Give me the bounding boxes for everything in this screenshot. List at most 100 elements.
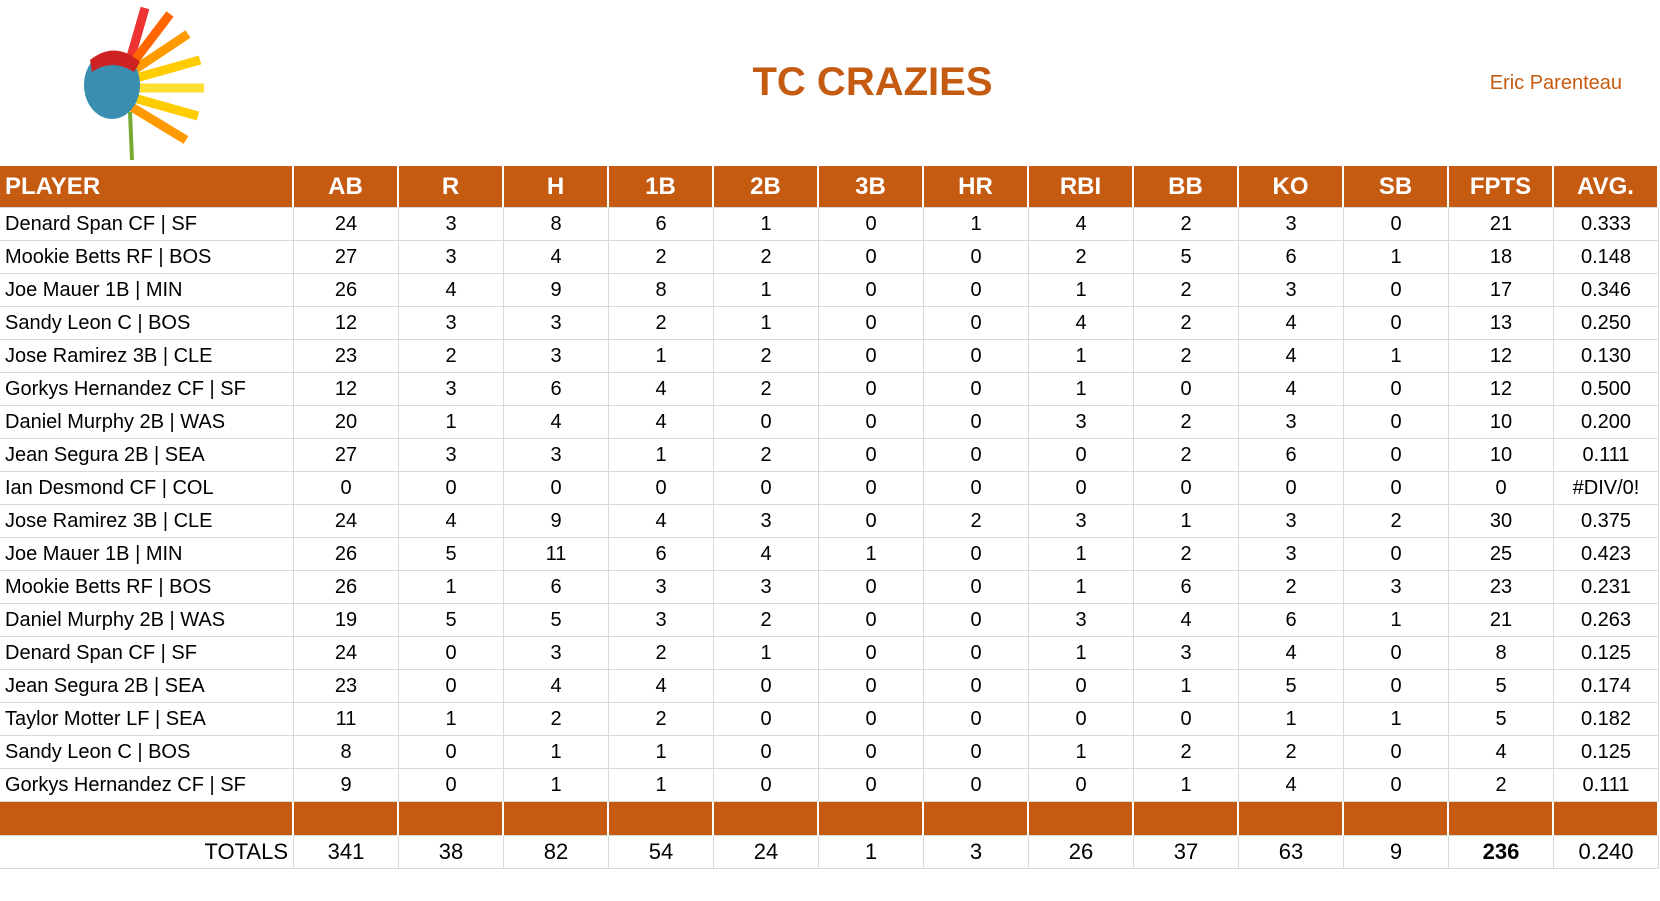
stat-cell: 0 bbox=[399, 637, 504, 670]
stat-cell: 1 bbox=[1344, 604, 1449, 637]
player-name: Denard Span CF | SF bbox=[0, 637, 294, 670]
stat-cell: 11 bbox=[294, 703, 399, 736]
total-cell: 9 bbox=[1344, 836, 1449, 869]
stat-cell: 0 bbox=[1134, 373, 1239, 406]
stat-cell: 2 bbox=[399, 340, 504, 373]
stat-cell: 0 bbox=[924, 670, 1029, 703]
stat-cell: 0 bbox=[1344, 472, 1449, 505]
total-cell: 0.240 bbox=[1554, 836, 1659, 869]
stat-cell: 8 bbox=[294, 736, 399, 769]
stat-cell: 0 bbox=[714, 406, 819, 439]
stat-cell: 2 bbox=[714, 241, 819, 274]
stat-cell: 0.130 bbox=[1554, 340, 1659, 373]
stat-cell: 8 bbox=[609, 274, 714, 307]
separator-band bbox=[714, 802, 819, 836]
stat-cell: 2 bbox=[1134, 208, 1239, 241]
stat-cell: 0.333 bbox=[1554, 208, 1659, 241]
stat-cell: 0 bbox=[399, 769, 504, 802]
total-cell: 38 bbox=[399, 836, 504, 869]
stat-cell: 2 bbox=[1449, 769, 1554, 802]
stat-cell: 0 bbox=[1029, 769, 1134, 802]
stat-cell: 2 bbox=[714, 604, 819, 637]
stat-cell: 4 bbox=[1449, 736, 1554, 769]
stat-cell: 0 bbox=[819, 274, 924, 307]
stat-cell: 0 bbox=[819, 670, 924, 703]
stat-cell: 0 bbox=[819, 505, 924, 538]
stat-cell: 0 bbox=[1344, 439, 1449, 472]
stat-cell: 2 bbox=[714, 373, 819, 406]
stat-cell: 0 bbox=[819, 736, 924, 769]
stat-cell: 1 bbox=[1344, 703, 1449, 736]
column-header: R bbox=[399, 166, 504, 208]
stat-cell: 0 bbox=[819, 373, 924, 406]
stat-cell: 2 bbox=[924, 505, 1029, 538]
stat-cell: 26 bbox=[294, 571, 399, 604]
stat-cell: 1 bbox=[924, 208, 1029, 241]
stat-cell: 4 bbox=[504, 241, 609, 274]
stat-cell: 0 bbox=[294, 472, 399, 505]
player-name: Mookie Betts RF | BOS bbox=[0, 241, 294, 274]
stat-cell: 3 bbox=[399, 439, 504, 472]
stat-cell: 1 bbox=[1134, 670, 1239, 703]
stat-cell: 0.125 bbox=[1554, 736, 1659, 769]
stat-cell: 0.111 bbox=[1554, 439, 1659, 472]
stat-cell: 0 bbox=[924, 406, 1029, 439]
stat-cell: 1 bbox=[1134, 769, 1239, 802]
stat-cell: 4 bbox=[1239, 307, 1344, 340]
stat-cell: 3 bbox=[714, 571, 819, 604]
column-header: SB bbox=[1344, 166, 1449, 208]
stat-cell: 3 bbox=[1029, 604, 1134, 637]
stat-cell: 1 bbox=[399, 406, 504, 439]
stat-cell: 18 bbox=[1449, 241, 1554, 274]
separator-band bbox=[609, 802, 714, 836]
stat-cell: 2 bbox=[1134, 274, 1239, 307]
stat-cell: 10 bbox=[1449, 406, 1554, 439]
stat-cell: 0 bbox=[924, 373, 1029, 406]
player-name: Jose Ramirez 3B | CLE bbox=[0, 505, 294, 538]
stat-cell: 4 bbox=[1239, 769, 1344, 802]
stat-cell: 0 bbox=[819, 208, 924, 241]
stat-cell: 0 bbox=[1029, 439, 1134, 472]
stat-cell: 3 bbox=[1239, 208, 1344, 241]
stat-cell: 3 bbox=[609, 604, 714, 637]
stat-cell: 3 bbox=[714, 505, 819, 538]
stat-cell: 0 bbox=[924, 538, 1029, 571]
stat-cell: 0.250 bbox=[1554, 307, 1659, 340]
stat-cell: 0.125 bbox=[1554, 637, 1659, 670]
stat-cell: 2 bbox=[609, 307, 714, 340]
stat-cell: 0 bbox=[399, 736, 504, 769]
total-cell: 54 bbox=[609, 836, 714, 869]
stat-cell: 2 bbox=[609, 241, 714, 274]
column-header: AB bbox=[294, 166, 399, 208]
stat-cell: 20 bbox=[294, 406, 399, 439]
stat-cell: 0 bbox=[1344, 274, 1449, 307]
stat-cell: 0 bbox=[819, 340, 924, 373]
stat-cell: 1 bbox=[714, 637, 819, 670]
stat-cell: 0 bbox=[924, 274, 1029, 307]
stat-cell: 0 bbox=[819, 241, 924, 274]
stat-cell: 4 bbox=[1239, 637, 1344, 670]
stat-cell: 2 bbox=[609, 703, 714, 736]
stat-cell: 11 bbox=[504, 538, 609, 571]
stat-cell: 3 bbox=[1344, 571, 1449, 604]
stat-cell: 1 bbox=[1029, 637, 1134, 670]
stat-cell: 0 bbox=[399, 670, 504, 703]
stat-cell: 9 bbox=[294, 769, 399, 802]
stat-cell: 2 bbox=[1239, 736, 1344, 769]
stat-cell: 2 bbox=[714, 439, 819, 472]
stat-cell: 1 bbox=[504, 736, 609, 769]
column-header: 2B bbox=[714, 166, 819, 208]
stat-cell: 0 bbox=[1344, 208, 1449, 241]
stat-cell: 0 bbox=[819, 703, 924, 736]
column-header: 1B bbox=[609, 166, 714, 208]
stat-cell: 0 bbox=[1344, 670, 1449, 703]
stat-cell: 1 bbox=[609, 439, 714, 472]
stat-cell: 0 bbox=[924, 439, 1029, 472]
stat-cell: 3 bbox=[504, 439, 609, 472]
stat-cell: 0 bbox=[504, 472, 609, 505]
stat-cell: 1 bbox=[1029, 538, 1134, 571]
stat-cell: 0 bbox=[714, 472, 819, 505]
stat-cell: 2 bbox=[609, 637, 714, 670]
stat-cell: 0 bbox=[924, 736, 1029, 769]
